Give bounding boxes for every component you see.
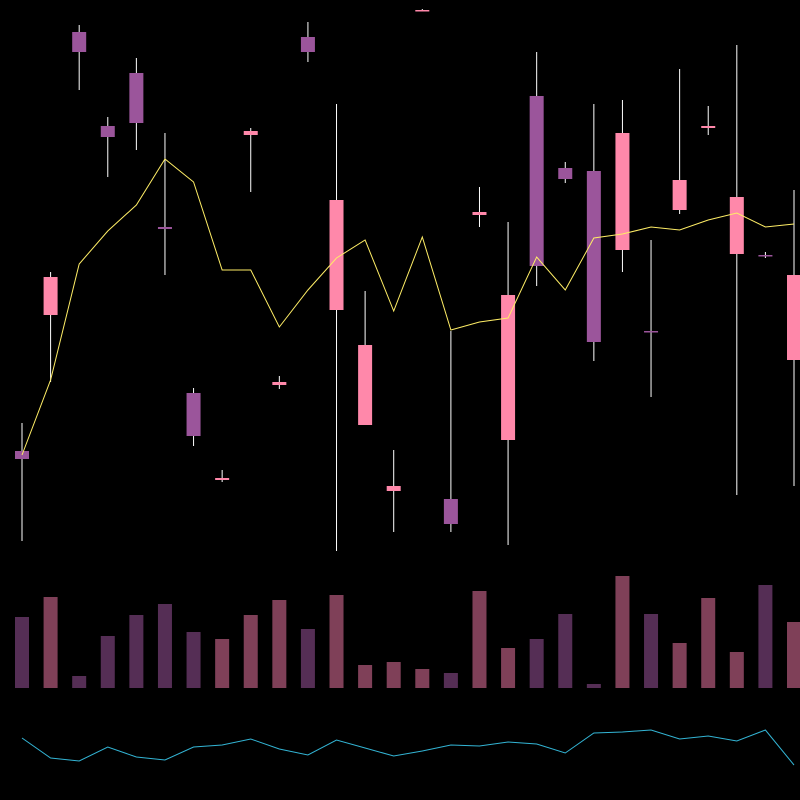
moving-average-line [21, 158, 795, 456]
candle-body [415, 10, 430, 12]
volume-bar [15, 617, 29, 688]
volume-bar [186, 632, 201, 688]
candle-body [100, 126, 115, 137]
volume-bar [72, 676, 87, 688]
candle-body [129, 73, 144, 123]
candle-body [329, 200, 344, 310]
volume-bar [129, 615, 144, 688]
volume-bar [300, 629, 315, 688]
volume-bar [787, 622, 800, 688]
volume-bar [215, 639, 230, 688]
candle-body [186, 393, 201, 436]
candle-body [558, 168, 573, 179]
volume-bar [701, 598, 716, 688]
volume-bar [644, 614, 659, 688]
indicator-line [21, 729, 795, 766]
volume-bar [529, 639, 544, 688]
candle-body [272, 382, 287, 385]
volume-bar [729, 652, 744, 688]
volume-bar [386, 662, 401, 688]
volume-bar [243, 615, 258, 688]
candle-body [644, 331, 659, 333]
candle-body [758, 255, 773, 257]
candle-body [615, 133, 630, 250]
candle-body [529, 96, 544, 266]
volume-bar [472, 591, 487, 688]
volume-bar [329, 595, 344, 688]
volume-bar [672, 643, 687, 688]
candle-body [358, 345, 373, 425]
candle-body [443, 499, 458, 524]
candle-body [586, 171, 601, 342]
volume-bar [501, 648, 516, 688]
candle-body [472, 212, 487, 215]
volume-bar [586, 684, 601, 688]
volume-bar [358, 665, 373, 688]
candle-body [43, 277, 58, 315]
volume-bar [558, 614, 573, 688]
volume-bar [615, 576, 630, 688]
volume-bar [100, 636, 115, 688]
candle-body [787, 275, 800, 360]
volume-bar [415, 669, 430, 688]
candle-body [729, 197, 744, 254]
candle-body [300, 37, 315, 52]
candle-body [501, 295, 516, 440]
volume-bar [157, 604, 172, 688]
candle-body [701, 126, 716, 128]
volume-bar [272, 600, 287, 688]
candle-body [672, 180, 687, 210]
candle-body [386, 486, 401, 491]
candle-body [243, 131, 258, 135]
volume-bar [443, 673, 458, 688]
volume-bar [758, 585, 773, 688]
candle-body [72, 32, 87, 52]
candle-body [215, 478, 230, 480]
volume-bar [43, 597, 58, 688]
candle-body [157, 227, 172, 229]
